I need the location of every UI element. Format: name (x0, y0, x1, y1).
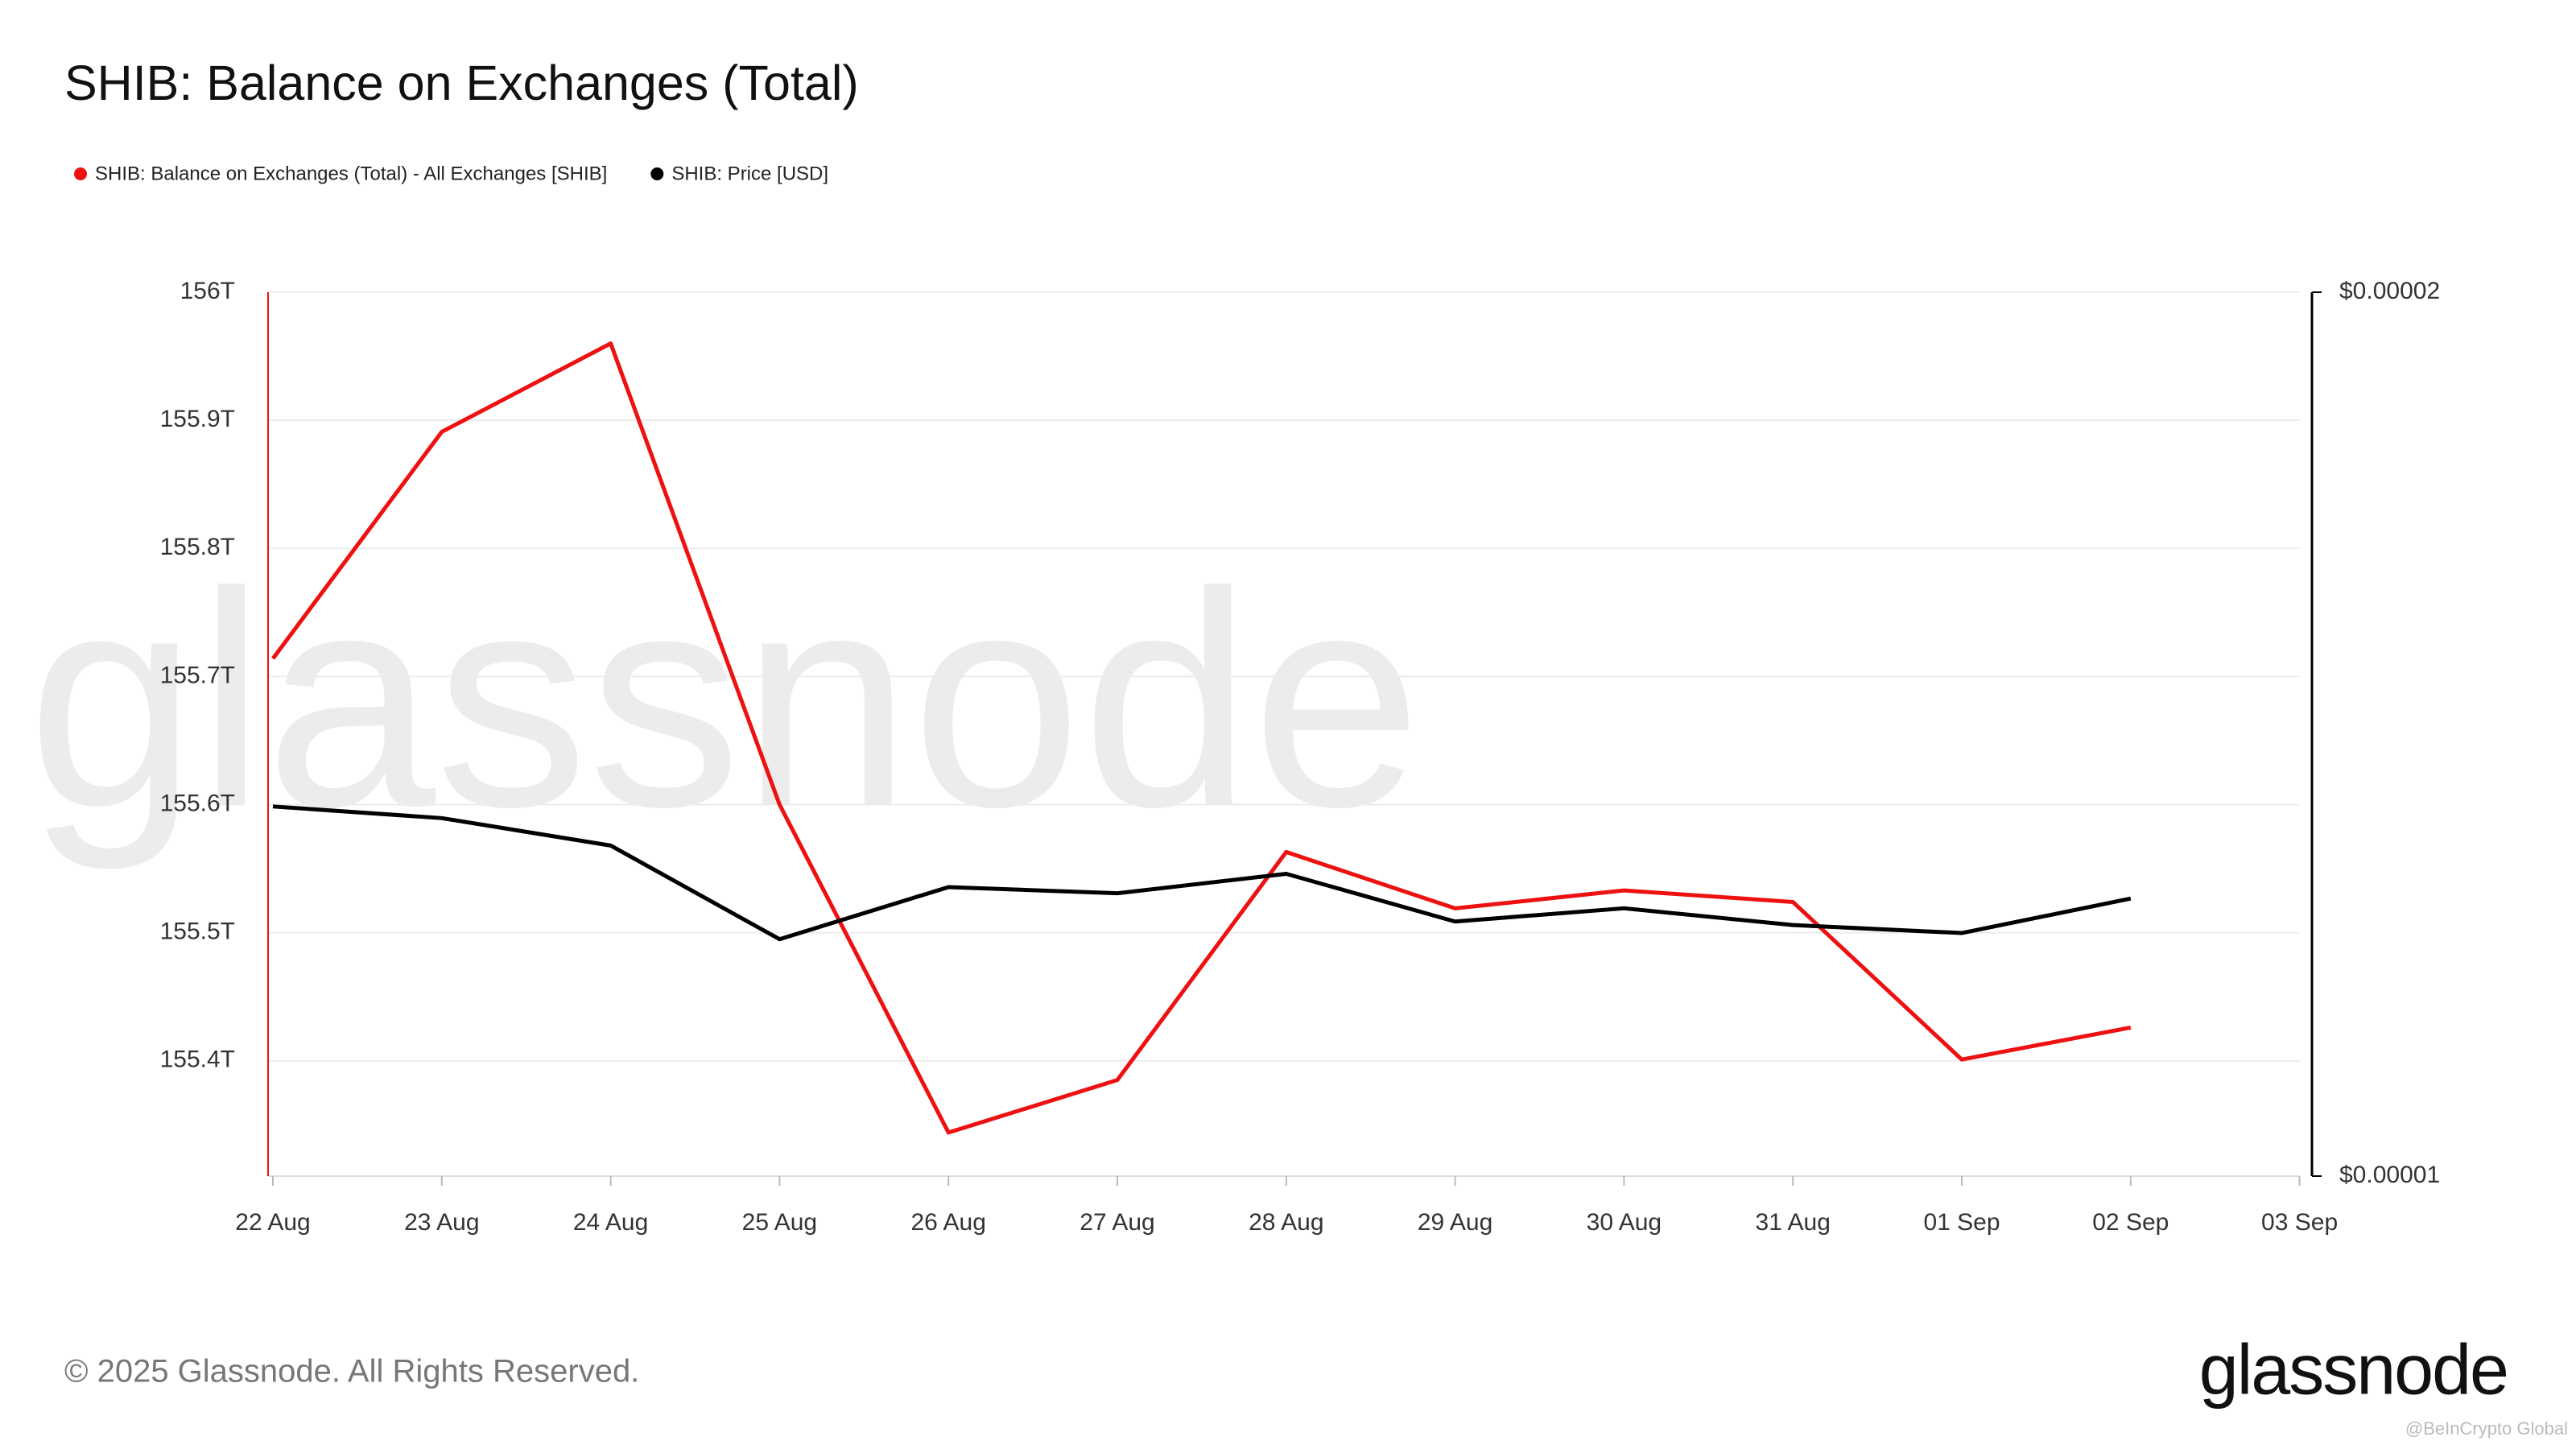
legend-label: SHIB: Price [USD] (671, 163, 828, 184)
x-tick-label: 29 Aug (1418, 1209, 1492, 1236)
x-tick-label: 01 Sep (1923, 1209, 2000, 1236)
x-tick-label: 28 Aug (1249, 1209, 1323, 1236)
series-line (272, 804, 2132, 942)
x-tick-label: 31 Aug (1755, 1209, 1830, 1236)
x-tick-label: 27 Aug (1080, 1209, 1154, 1236)
y2-tick-label: $0.00002 (2339, 278, 2440, 304)
credit: @BeInCrypto Global (2405, 1418, 2568, 1439)
x-tick-label: 22 Aug (235, 1209, 310, 1236)
y-tick-label: 155.5T (160, 919, 235, 945)
footer: © 2025 Glassnode. All Rights Reserved. (64, 1354, 639, 1389)
x-tick-label: 02 Sep (2092, 1209, 2169, 1236)
x-tick-label: 25 Aug (742, 1209, 817, 1236)
y-tick-label: 155.6T (160, 790, 235, 816)
x-tick-label: 24 Aug (573, 1209, 648, 1236)
y-tick-label: 156T (180, 278, 235, 304)
y-tick-label: 155.9T (160, 406, 235, 432)
legend-marker (74, 167, 87, 180)
x-tick-label: 30 Aug (1587, 1209, 1662, 1236)
x-tick-label: 03 Sep (2261, 1209, 2338, 1236)
watermark: glassnode (27, 528, 1422, 872)
logo: glassnode (2199, 1329, 2508, 1409)
x-tick-label: 23 Aug (404, 1209, 479, 1236)
legend-marker (650, 167, 664, 180)
chart-title: SHIB: Balance on Exchanges (Total) (64, 56, 859, 110)
y-tick-label: 155.8T (160, 534, 235, 560)
y2-tick-label: $0.00001 (2339, 1162, 2440, 1188)
y-tick-label: 155.7T (160, 662, 235, 688)
y-tick-label: 155.4T (160, 1046, 235, 1073)
x-tick-label: 26 Aug (910, 1209, 985, 1236)
legend-label: SHIB: Balance on Exchanges (Total) - All… (95, 163, 607, 184)
